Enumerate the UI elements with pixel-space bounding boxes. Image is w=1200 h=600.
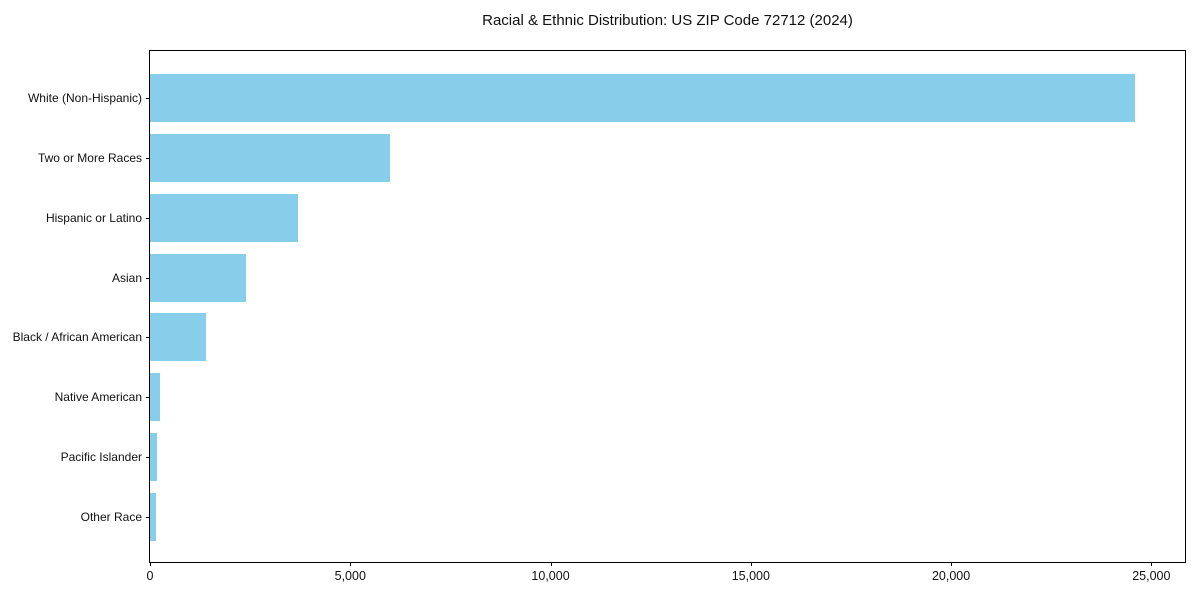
x-axis-tick	[750, 562, 752, 566]
y-tick-label: Pacific Islander	[60, 450, 142, 465]
bar	[150, 193, 299, 242]
y-axis-tick	[146, 277, 150, 279]
y-axis-tick	[146, 457, 150, 459]
bar	[150, 433, 157, 482]
x-axis-tick	[550, 562, 552, 566]
x-axis-tick	[951, 562, 953, 566]
y-tick-label: Other Race	[80, 510, 142, 525]
y-axis-tick	[146, 217, 150, 219]
x-tick-label: 20,000	[931, 569, 971, 583]
y-axis-tick	[146, 337, 150, 339]
y-tick-label: Hispanic or Latino	[45, 210, 142, 225]
y-tick-label: Asian	[111, 270, 142, 285]
y-axis-tick	[146, 97, 150, 99]
bar	[150, 73, 1136, 122]
bar	[150, 373, 161, 422]
y-tick-label: Black / African American	[12, 330, 142, 345]
bar	[150, 253, 247, 302]
bar	[150, 313, 207, 362]
bar	[150, 493, 156, 542]
y-tick-label: Native American	[54, 390, 142, 405]
y-axis-tick	[146, 517, 150, 519]
x-axis-tick	[350, 562, 352, 566]
x-tick-label: 15,000	[731, 569, 770, 583]
bar	[150, 133, 391, 182]
y-axis-tick	[146, 157, 150, 159]
x-tick-label: 5,000	[334, 569, 366, 583]
chart-title: Racial & Ethnic Distribution: US ZIP Cod…	[482, 12, 853, 29]
x-tick-label: 25,000	[1132, 569, 1171, 583]
x-tick-label: 10,000	[531, 569, 570, 583]
x-axis-tick	[150, 562, 151, 566]
x-axis-tick	[1151, 562, 1153, 566]
y-tick-label: Two or More Races	[37, 150, 142, 165]
x-tick-label: 0	[146, 569, 154, 583]
plot-area: White (Non-Hispanic) Two or More Races His…	[13, 50, 1186, 583]
y-tick-label: White (Non-Hispanic)	[27, 90, 142, 105]
y-axis-tick	[146, 397, 150, 399]
